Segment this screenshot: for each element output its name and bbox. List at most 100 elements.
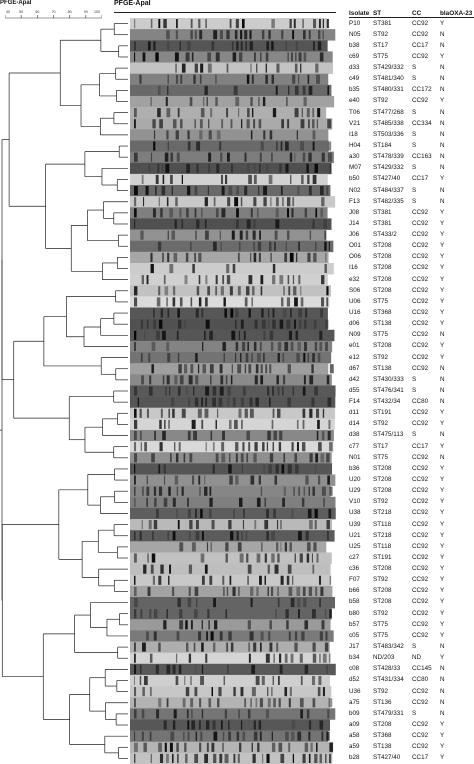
gel-band bbox=[295, 464, 299, 474]
gel-band bbox=[134, 475, 136, 485]
table-row: d55 ST476/341 S N bbox=[349, 385, 474, 396]
gel-band bbox=[277, 553, 280, 563]
st-cell: ST368 bbox=[373, 308, 392, 316]
gel-band bbox=[179, 542, 184, 552]
gel-band bbox=[297, 597, 301, 608]
gel-band bbox=[178, 364, 182, 374]
bla-oxa23-cell: Y bbox=[440, 275, 445, 283]
gel-band bbox=[229, 19, 232, 29]
gel-band bbox=[190, 297, 193, 307]
gel-band bbox=[289, 687, 292, 697]
gel-band bbox=[279, 275, 284, 285]
table-row: S06 ST208 CC92 Y bbox=[349, 285, 474, 296]
gel-band bbox=[213, 197, 216, 207]
gel-band bbox=[201, 642, 204, 652]
gel-band bbox=[329, 442, 333, 452]
gel-band bbox=[142, 687, 145, 697]
gel-band bbox=[282, 308, 287, 318]
gel-band bbox=[315, 241, 317, 251]
isolate-cell: a75 bbox=[349, 698, 360, 706]
gel-band bbox=[156, 330, 160, 340]
gel-band bbox=[254, 375, 258, 385]
gel-band bbox=[301, 442, 306, 452]
gel-band bbox=[292, 74, 296, 84]
st-cell: ST427/40 bbox=[373, 754, 401, 762]
st-cell: ST75 bbox=[373, 297, 389, 305]
table-row: O01 ST208 CC92 Y bbox=[349, 240, 474, 251]
gel-band bbox=[195, 664, 197, 674]
table-row: T06 ST477/268 S N bbox=[349, 107, 474, 118]
gel-band bbox=[213, 731, 218, 741]
table-row: a09 ST208 CC92 Y bbox=[349, 719, 474, 730]
gel-band bbox=[146, 275, 149, 285]
cc-cell: CC92 bbox=[412, 553, 429, 561]
gel-band bbox=[252, 219, 257, 229]
gel-band bbox=[237, 542, 242, 552]
gel-band bbox=[316, 119, 319, 129]
gel-band bbox=[254, 520, 257, 530]
gel-band bbox=[228, 631, 232, 641]
st-cell: ST138 bbox=[373, 320, 392, 328]
isolate-cell: J17 bbox=[349, 643, 360, 651]
gel-band bbox=[291, 208, 294, 218]
gel-band bbox=[303, 96, 307, 107]
gel-band bbox=[219, 30, 223, 40]
gel-band bbox=[250, 475, 255, 485]
gel-band bbox=[201, 620, 203, 630]
bla-oxa23-cell: Y bbox=[440, 219, 445, 227]
cc-cell: S bbox=[412, 108, 417, 116]
gel-band bbox=[156, 709, 160, 719]
cc-cell: CC92 bbox=[412, 509, 429, 517]
bla-oxa23-cell: N bbox=[440, 30, 445, 38]
gel-band bbox=[227, 386, 231, 396]
gel-band bbox=[263, 330, 266, 340]
gel-band bbox=[156, 508, 159, 519]
isolate-cell: N05 bbox=[349, 30, 361, 38]
st-cell: ST92 bbox=[373, 609, 389, 617]
gel-band bbox=[176, 742, 179, 752]
gel-band bbox=[224, 753, 229, 763]
gel-band bbox=[170, 152, 174, 162]
gel-band bbox=[204, 85, 208, 95]
gel-band bbox=[227, 152, 230, 162]
gel-band bbox=[271, 731, 273, 741]
gel-band bbox=[209, 364, 214, 374]
st-cell: ST381 bbox=[373, 219, 392, 227]
gel-band bbox=[315, 63, 319, 73]
gel-band bbox=[159, 753, 164, 763]
gel-band bbox=[270, 197, 272, 207]
bla-oxa23-cell: Y bbox=[440, 264, 445, 272]
gel-band bbox=[210, 108, 213, 118]
gel-band bbox=[147, 41, 151, 51]
gel-band bbox=[181, 408, 186, 418]
gel-band bbox=[254, 52, 256, 62]
gel-band bbox=[134, 642, 136, 652]
gel-band bbox=[262, 96, 266, 107]
gel-band bbox=[193, 430, 197, 441]
gel-lane bbox=[130, 151, 334, 164]
gel-band bbox=[300, 141, 305, 151]
gel-band bbox=[169, 453, 172, 463]
table-row: b34 ND/203 ND Y bbox=[349, 652, 474, 663]
gel-band bbox=[276, 642, 279, 652]
st-cell: ST208 bbox=[373, 476, 392, 483]
bla-oxa23-cell: N bbox=[440, 698, 445, 706]
gel-band bbox=[246, 453, 249, 463]
isolate-cell: d67 bbox=[349, 364, 360, 372]
gel-band bbox=[271, 152, 273, 162]
gel-band bbox=[308, 486, 310, 496]
gel-band bbox=[222, 742, 224, 752]
gel-band bbox=[212, 464, 215, 474]
gel-lane bbox=[130, 240, 334, 253]
gel-band bbox=[256, 553, 261, 563]
gel-band bbox=[164, 152, 169, 162]
gel-band bbox=[304, 664, 309, 674]
gel-band bbox=[141, 709, 145, 719]
gel-band bbox=[201, 664, 204, 674]
gel-band bbox=[233, 85, 238, 95]
gel-band bbox=[322, 19, 324, 29]
gel-band bbox=[285, 141, 289, 151]
gel-title: PFGE-ApaI bbox=[114, 0, 151, 7]
gel-band bbox=[140, 230, 144, 240]
cc-cell: S bbox=[412, 386, 417, 394]
